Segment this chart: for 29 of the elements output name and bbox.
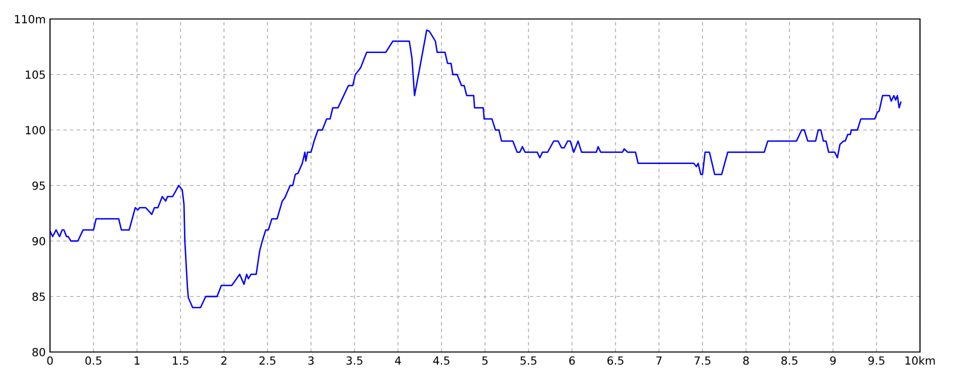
x-tick-label: 3.5 [346,356,362,365]
x-tick-label: 2 [221,356,226,365]
x-tick-label: 6 [569,356,575,365]
x-tick-label: 10km [906,356,935,365]
x-tick-label: 4 [395,356,401,365]
x-tick-label: 7 [656,356,662,365]
line-series [50,29,902,308]
y-tick-label: 80 [32,348,46,356]
x-tick-label: 5.5 [520,356,536,365]
y-tick-label: 110m [15,14,45,24]
y-tick-label: 100 [26,126,46,134]
x-tick-label: 4.5 [433,356,450,365]
x-tick-label: 2.5 [259,356,276,365]
x-tick-label: 3 [308,356,314,365]
y-tick-label: 90 [32,236,46,246]
y-tick-label: 95 [32,181,45,190]
x-tick-label: 6.5 [607,356,624,365]
x-tick-label: 0 [47,356,53,365]
y-tick-label: 85 [32,292,45,301]
x-tick-label: 8 [743,356,749,365]
x-tick-label: 5 [482,356,488,365]
x-tick-label: 8.5 [781,356,798,365]
x-tick-label: 7.5 [694,356,710,365]
x-tick-label: 9 [830,356,836,365]
x-tick-label: 0.5 [85,356,102,365]
y-tick-label: 105 [26,70,45,79]
x-tick-label: 1.5 [172,356,188,365]
x-tick-label: 9.5 [868,356,884,365]
x-tick-label: 1 [134,356,140,365]
